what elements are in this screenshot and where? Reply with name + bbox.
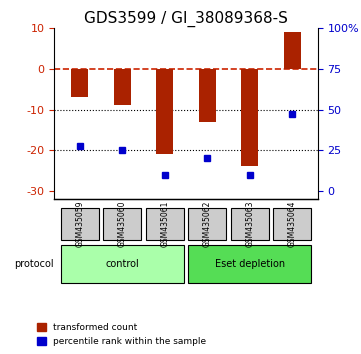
Text: control: control <box>105 259 139 269</box>
Text: GSM435063: GSM435063 <box>245 201 254 247</box>
FancyBboxPatch shape <box>145 208 184 240</box>
Bar <box>284 32 301 69</box>
FancyBboxPatch shape <box>188 208 226 240</box>
Legend: transformed count, percentile rank within the sample: transformed count, percentile rank withi… <box>34 320 210 349</box>
Text: GSM435059: GSM435059 <box>75 201 84 247</box>
Bar <box>241 69 258 166</box>
FancyBboxPatch shape <box>103 208 141 240</box>
Bar <box>156 69 173 154</box>
Bar <box>114 69 131 105</box>
Text: protocol: protocol <box>14 259 54 269</box>
Bar <box>199 69 216 122</box>
Text: GSM435064: GSM435064 <box>288 201 297 247</box>
Text: GSM435061: GSM435061 <box>160 201 169 247</box>
FancyBboxPatch shape <box>61 245 184 283</box>
FancyBboxPatch shape <box>231 208 269 240</box>
FancyBboxPatch shape <box>273 208 311 240</box>
Bar <box>71 69 88 97</box>
Text: Eset depletion: Eset depletion <box>214 259 285 269</box>
FancyBboxPatch shape <box>188 245 311 283</box>
FancyBboxPatch shape <box>61 208 99 240</box>
Text: GSM435062: GSM435062 <box>203 201 212 247</box>
Title: GDS3599 / GI_38089368-S: GDS3599 / GI_38089368-S <box>84 11 288 27</box>
Text: GSM435060: GSM435060 <box>118 201 127 247</box>
